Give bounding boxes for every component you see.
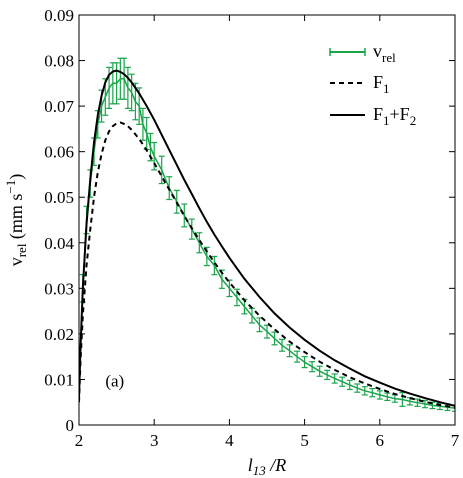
x-tick-label: 7 — [451, 431, 460, 450]
y-axis-label-main: v — [6, 257, 26, 266]
legend-label-f1: F1 — [373, 72, 390, 96]
legend-label-f1-f2: F1+F2 — [373, 104, 416, 128]
legend-label-v-rel-main: v — [373, 41, 382, 61]
y-tick-label: 0.01 — [44, 370, 74, 389]
y-axis-label-sup: −1 — [3, 180, 18, 194]
series-layer — [79, 57, 455, 412]
y-tick-label: 0.08 — [44, 52, 74, 71]
legend-label-f1-f2-mid: +F — [390, 104, 410, 124]
y-tick-label: 0 — [66, 416, 75, 435]
y-tick-label: 0.02 — [44, 325, 74, 344]
y-tick-label: 0.03 — [44, 279, 74, 298]
x-tick-label: 4 — [225, 431, 234, 450]
legend-label-f1-f2-sub: 1 — [383, 113, 390, 128]
y-tick-label: 0.06 — [44, 143, 74, 162]
legend-item-v-rel: vrel — [329, 41, 396, 65]
legend: vrel F1 F1+F2 — [329, 41, 416, 128]
legend-label-f1-f2-sub2: 2 — [410, 113, 417, 128]
x-axis-label-suffix: /R — [266, 455, 287, 475]
legend-label-f1-f2-main: F — [373, 104, 383, 124]
y-axis-label: vrel (mm s−1) — [3, 174, 29, 267]
legend-label-v-rel: vrel — [373, 41, 396, 65]
y-tick-label: 0.07 — [44, 97, 74, 116]
x-tick-label: 5 — [300, 431, 309, 450]
x-axis-label-main: l — [248, 455, 253, 475]
legend-label-v-rel-sub: rel — [382, 50, 396, 65]
x-axis-label: l13 /R — [248, 455, 287, 478]
y-axis: 0 0.01 0.02 0.03 0.04 0.05 0.06 0.07 0.08 0.09 — [44, 6, 455, 435]
y-tick-label: 0.04 — [44, 234, 74, 253]
series-line-f-1-f-2 — [79, 69, 455, 407]
y-axis-label-suffix: (mm s — [6, 194, 27, 244]
plot-frame — [78, 14, 456, 426]
legend-item-f1-f2: F1+F2 — [330, 104, 416, 128]
x-axis-label-sub: 13 — [253, 463, 267, 478]
y-axis-label-sub: rel — [14, 243, 29, 257]
legend-label-f1-sub: 1 — [383, 81, 390, 96]
x-axis: 2 3 4 5 6 7 — [75, 15, 460, 450]
y-axis-label-close: ) — [6, 174, 27, 180]
legend-label-f1-main: F — [373, 72, 383, 92]
x-tick-label: 3 — [150, 431, 159, 450]
panel-label: (a) — [105, 371, 124, 390]
legend-item-f1: F1 — [330, 72, 390, 96]
x-tick-label: 2 — [75, 431, 84, 450]
x-tick-label: 6 — [376, 431, 385, 450]
y-tick-label: 0.09 — [44, 6, 74, 25]
y-tick-label: 0.05 — [44, 188, 74, 207]
